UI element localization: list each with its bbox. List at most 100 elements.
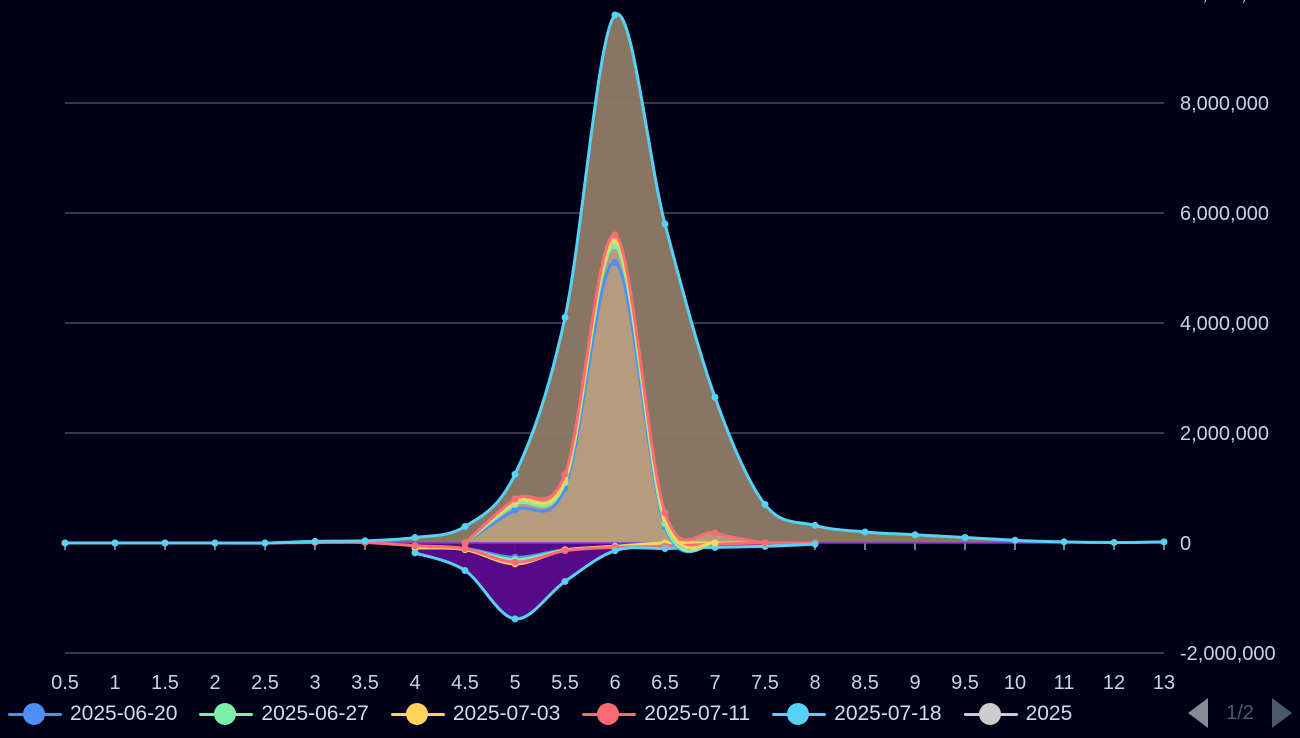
x-tick-label: 7 bbox=[709, 672, 720, 694]
x-axis: 0.5 1 1.5 2 2.5 3 3.5 4 4.5 5 5.5 6 6.5 7 7.5 8 8.5 9 9.5 1… bbox=[51, 543, 1175, 694]
x-tick-label: 4.5 bbox=[451, 672, 479, 694]
data-point bbox=[61, 539, 69, 547]
x-tick-label: 3.5 bbox=[351, 672, 379, 694]
data-point bbox=[1160, 538, 1168, 546]
x-tick-label: 6.5 bbox=[651, 672, 679, 694]
data-point bbox=[461, 539, 469, 547]
data-point bbox=[361, 537, 369, 545]
data-point bbox=[561, 314, 569, 321]
x-tick-label: 4 bbox=[409, 672, 420, 694]
series-lines bbox=[61, 11, 1168, 623]
legend-item-2025-07-18[interactable]: 2025-07-18 bbox=[772, 702, 942, 726]
x-tick-label: 10 bbox=[1004, 672, 1026, 694]
chart-legend: 2025-06-20 2025-06-27 2025-07-03 2025-07… bbox=[8, 698, 1120, 730]
legend-item-2025-07-11[interactable]: 2025-07-11 bbox=[582, 702, 750, 726]
data-point bbox=[511, 615, 519, 623]
y-tick-label: 4,000,000 bbox=[1180, 313, 1269, 335]
data-point bbox=[411, 534, 419, 541]
data-point bbox=[611, 231, 619, 239]
data-point bbox=[461, 545, 469, 552]
data-point bbox=[561, 547, 569, 555]
data-point bbox=[1060, 538, 1068, 546]
data-point bbox=[511, 506, 519, 514]
legend-label: 2025-07-18 bbox=[834, 702, 942, 725]
legend-swatch-icon bbox=[390, 702, 445, 726]
data-point bbox=[711, 529, 719, 537]
x-tick-label: 11 bbox=[1054, 672, 1075, 694]
data-point bbox=[561, 578, 569, 585]
legend-swatch-icon bbox=[582, 702, 637, 726]
x-tick-label: 3 bbox=[309, 672, 320, 694]
legend-prev-page-icon[interactable] bbox=[1188, 698, 1208, 728]
x-tick-label: 1 bbox=[109, 672, 120, 694]
data-point bbox=[661, 220, 669, 228]
data-point bbox=[461, 523, 469, 530]
y-tick-label: 0 bbox=[1180, 533, 1191, 555]
legend-next-page-icon[interactable] bbox=[1272, 698, 1292, 728]
data-point bbox=[861, 528, 869, 536]
data-point bbox=[711, 539, 719, 547]
data-point bbox=[811, 521, 819, 529]
data-point bbox=[111, 539, 119, 547]
x-tick-label: 6 bbox=[609, 672, 620, 694]
x-tick-label: 8 bbox=[809, 672, 820, 694]
area-fills bbox=[65, 13, 1164, 619]
x-tick-label: 2 bbox=[209, 672, 220, 694]
legend-swatch-icon bbox=[199, 702, 254, 726]
inner-area-fill bbox=[465, 234, 765, 544]
data-point bbox=[211, 539, 219, 547]
legend-label: 2025-06-27 bbox=[261, 702, 369, 725]
x-tick-label: 7.5 bbox=[751, 672, 779, 694]
data-point bbox=[411, 549, 419, 557]
y-tick-label: 6,000,000 bbox=[1180, 203, 1269, 225]
legend-label: 2025-06-20 bbox=[70, 702, 178, 725]
data-point bbox=[161, 539, 169, 547]
y-tick-label: 2,000,000 bbox=[1180, 423, 1269, 445]
data-point bbox=[611, 547, 619, 555]
legend-page-indicator: 1/2 bbox=[1226, 701, 1254, 724]
data-point bbox=[661, 545, 669, 552]
x-tick-label: 0.5 bbox=[51, 672, 79, 694]
legend-label: 2025 bbox=[1025, 702, 1073, 725]
data-point bbox=[561, 470, 569, 478]
legend-swatch-icon bbox=[772, 702, 827, 726]
x-tick-label: 13 bbox=[1153, 672, 1175, 694]
data-point bbox=[511, 558, 519, 566]
legend-item-2025-06-20[interactable]: 2025-06-20 bbox=[8, 702, 177, 726]
legend-label: 2025-07-03 bbox=[452, 702, 561, 725]
data-point bbox=[811, 540, 819, 548]
x-tick-label: 9.5 bbox=[951, 672, 979, 694]
legend-swatch-icon bbox=[8, 702, 62, 726]
legend-swatch-icon bbox=[963, 702, 1018, 726]
y-gridlines: -2,000,000 0 2,000,000 4,000,000 6,000,000 8,… bbox=[65, 0, 1280, 665]
data-point bbox=[311, 537, 319, 545]
x-tick-label: 9 bbox=[909, 672, 920, 694]
data-point bbox=[261, 539, 269, 547]
legend-label: 2025-07-11 bbox=[644, 702, 751, 725]
x-tick-label: 5.5 bbox=[551, 672, 579, 694]
data-point bbox=[611, 259, 619, 266]
data-point bbox=[911, 531, 919, 539]
legend-item-2025[interactable]: 2025 bbox=[963, 702, 1073, 726]
data-point bbox=[711, 393, 719, 401]
data-point bbox=[1110, 538, 1118, 546]
data-point bbox=[1011, 536, 1019, 544]
x-tick-label: 2.5 bbox=[251, 672, 279, 694]
data-point bbox=[461, 567, 469, 574]
x-tick-label: 5 bbox=[509, 672, 520, 694]
data-point bbox=[511, 470, 519, 478]
legend-item-2025-07-03[interactable]: 2025-07-03 bbox=[390, 702, 561, 726]
y-tick-label: 8,000,000 bbox=[1180, 93, 1269, 115]
data-point bbox=[661, 509, 669, 517]
x-tick-label: 8.5 bbox=[851, 672, 879, 694]
data-point bbox=[761, 539, 769, 547]
legend-pager: 1/2 bbox=[1182, 696, 1292, 730]
x-tick-label: 1.5 bbox=[151, 672, 179, 694]
legend-item-2025-06-27[interactable]: 2025-06-27 bbox=[199, 702, 369, 726]
data-point bbox=[611, 11, 619, 19]
y-tick-label: -2,000,000 bbox=[1180, 643, 1276, 665]
data-point bbox=[411, 542, 419, 550]
x-tick-label: 12 bbox=[1103, 672, 1125, 694]
data-point bbox=[761, 501, 769, 508]
